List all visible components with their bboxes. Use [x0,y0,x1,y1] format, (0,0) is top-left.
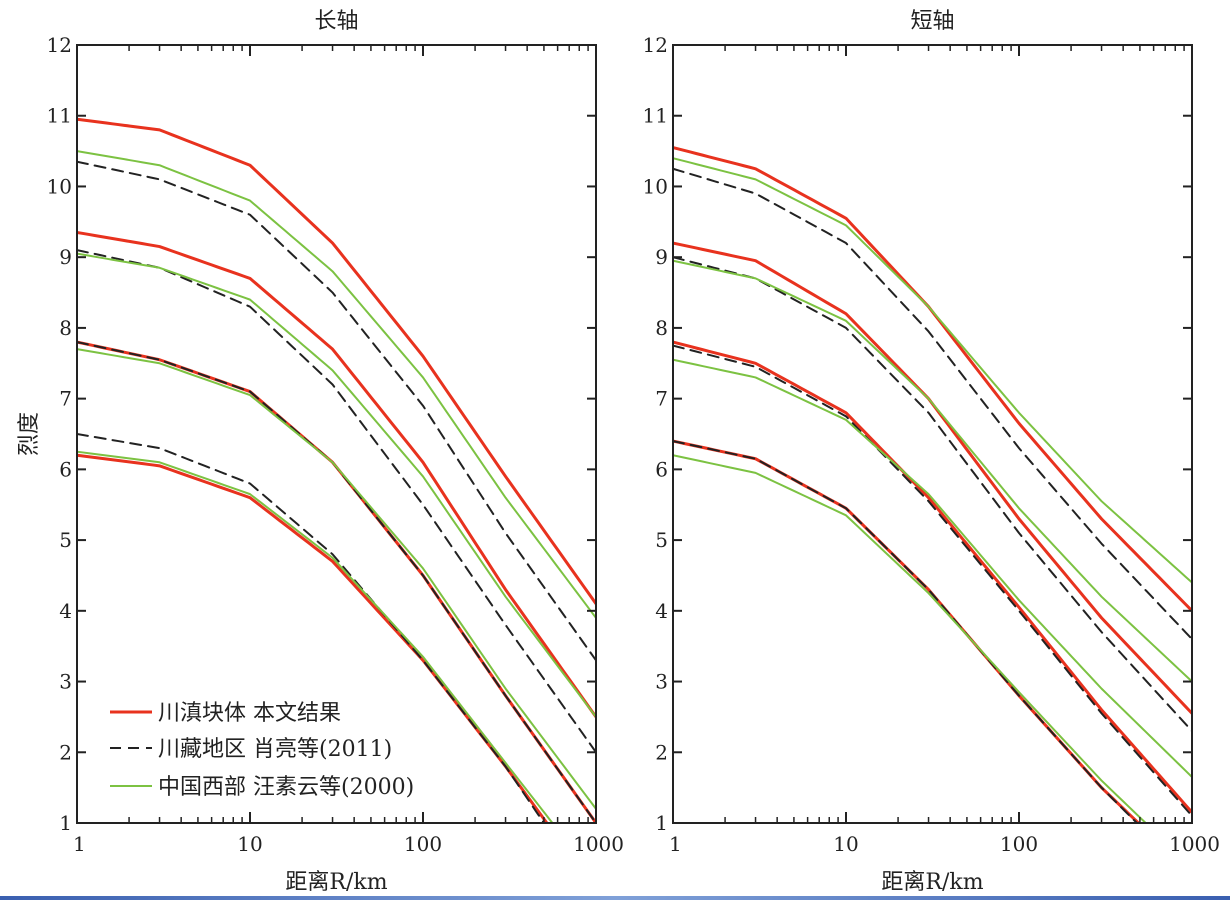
short-x-tick-label-10: 10 [833,832,858,856]
short-y-tick-label-1: 1 [655,811,668,835]
short-series-3-curve-3 [673,358,1192,779]
long-panel-title: 长轴 [314,9,358,34]
long-series-1-curve-4 [77,453,549,823]
short-series-2-curve-1 [673,167,1192,641]
long-plot-frame [76,44,597,824]
short-y-tick-label-2: 2 [655,740,668,764]
short-y-tick-label-8: 8 [655,316,668,340]
legend-label-2: 川藏地区 肖亮等(2011) [158,737,392,762]
long-series-3-curve-4 [77,450,554,823]
short-y-tick-label-11: 11 [643,104,668,128]
short-y-tick-label-7: 7 [655,387,668,411]
long-series-1-curve-1 [77,117,596,606]
short-series-3-curve-2 [673,259,1192,683]
long-y-axis-label: 烈度 [17,412,42,456]
long-y-tick-label-11: 11 [47,104,72,128]
legend-label-3: 中国西部 汪素云等(2000) [158,775,414,800]
short-panel-title: 短轴 [910,9,954,34]
long-y-tick-label-9: 9 [59,245,72,269]
short-y-tick-label-4: 4 [655,599,668,623]
long-x-tick-label-1000: 1000 [573,832,624,856]
short-series-2-curve-3 [673,344,1192,817]
short-series-3-curve-4 [673,454,1147,823]
long-y-tick-label-5: 5 [59,528,72,552]
short-x-tick-label-1000: 1000 [1169,832,1220,856]
long-x-tick-label-1: 1 [73,832,86,856]
short-x-axis-label: 距离R/km [881,870,983,895]
short-y-tick-label-6: 6 [655,457,668,481]
long-series-3-curve-2 [77,252,596,718]
short-y-tick-label-12: 12 [643,33,668,57]
short-series-group [673,146,1192,823]
long-y-tick-label-3: 3 [59,670,72,694]
long-x-axis-label: 距离R/km [285,870,387,895]
short-y-tick-label-9: 9 [655,245,668,269]
long-y-tick-label-1: 1 [59,811,72,835]
short-series-3-curve-1 [673,157,1192,584]
bottom-border-strip [0,896,1230,900]
short-series-1-curve-1 [673,146,1192,613]
long-series-2-curve-4 [77,433,545,823]
short-y-tick-label-5: 5 [655,528,668,552]
long-y-tick-label-12: 12 [47,33,72,57]
long-y-tick-label-8: 8 [59,316,72,340]
long-series-2-curve-2 [77,249,596,754]
short-y-tick-label-10: 10 [643,174,668,198]
long-series-3-curve-3 [77,348,596,810]
short-series-1-curve-3 [673,340,1192,814]
long-y-tick-label-6: 6 [59,457,72,481]
short-x-tick-label-100: 100 [1000,832,1038,856]
short-x-tick-label-1: 1 [669,832,682,856]
short-plot-frame [672,44,1193,824]
long-series-3-curve-1 [77,150,596,619]
short-series-1-curve-4 [673,439,1140,823]
long-y-tick-label-7: 7 [59,387,72,411]
long-x-tick-label-100: 100 [404,832,442,856]
long-x-tick-label-10: 10 [237,832,262,856]
short-series-2-curve-2 [673,256,1192,733]
legend-label-1: 川滇块体 本文结果 [158,701,341,726]
short-y-tick-label-3: 3 [655,670,668,694]
long-y-tick-label-10: 10 [47,174,72,198]
long-y-tick-label-4: 4 [59,599,72,623]
long-series-1-curve-2 [77,230,596,719]
long-series-group [77,117,596,823]
short-series-2-curve-4 [673,440,1138,823]
long-y-tick-label-2: 2 [59,740,72,764]
long-series-2-curve-1 [77,160,596,662]
